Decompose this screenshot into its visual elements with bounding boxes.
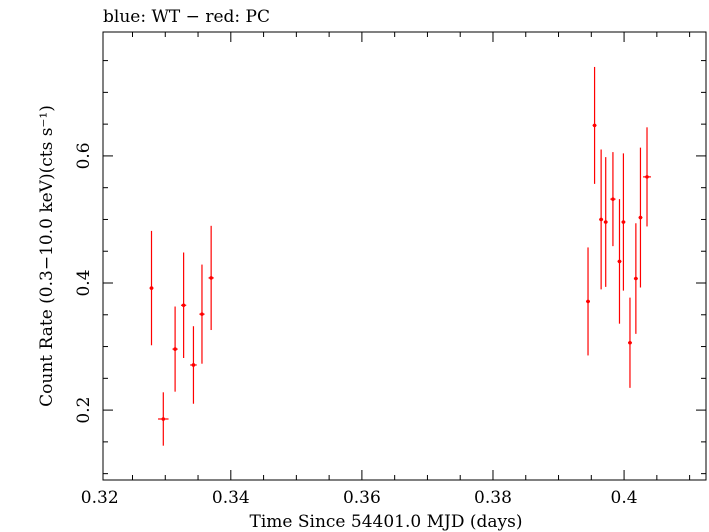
data-point	[208, 225, 214, 331]
point-marker	[586, 299, 590, 304]
plot-frame	[102, 31, 707, 481]
data-point	[592, 66, 597, 184]
point-marker	[200, 312, 204, 316]
data-point	[172, 306, 178, 392]
point-marker	[592, 123, 597, 128]
data-point	[180, 252, 187, 358]
data-point	[149, 230, 154, 346]
data-points	[149, 66, 651, 446]
y-axis: 0.2 0.4 0.6	[74, 60, 706, 475]
x-tick-label: 0.4	[611, 488, 638, 508]
point-marker	[645, 175, 649, 179]
data-point	[633, 223, 638, 334]
x-axis: 0.32 0.34 0.36 0.38 0.4	[81, 32, 691, 508]
point-marker	[628, 340, 632, 345]
data-point	[617, 199, 622, 324]
data-point	[643, 127, 651, 227]
x-tick-label: 0.38	[474, 488, 512, 508]
point-marker	[621, 220, 626, 224]
x-tick-label: 0.34	[212, 488, 250, 508]
y-tick-label: 0.4	[74, 269, 94, 296]
point-marker	[149, 286, 154, 290]
point-marker	[611, 197, 615, 201]
point-marker	[209, 276, 213, 280]
data-point	[610, 152, 616, 247]
data-point	[190, 326, 197, 404]
point-marker	[191, 363, 196, 367]
data-point	[199, 264, 205, 364]
data-point	[638, 147, 643, 288]
data-point	[586, 247, 590, 356]
y-axis-label: Count Rate (0.3−10.0 keV)(cts s⁻¹)	[37, 105, 57, 407]
data-point	[628, 297, 632, 388]
point-marker	[161, 417, 166, 421]
point-marker	[181, 303, 186, 308]
x-tick-label: 0.36	[343, 488, 381, 508]
data-point	[621, 153, 626, 291]
y-tick-label: 0.2	[74, 397, 94, 424]
data-point	[599, 149, 604, 290]
point-marker	[617, 259, 622, 264]
x-tick-label: 0.32	[81, 488, 119, 508]
point-marker	[638, 215, 643, 220]
point-marker	[603, 220, 608, 224]
y-tick-label: 0.6	[74, 142, 94, 169]
point-marker	[599, 217, 603, 222]
point-marker	[634, 276, 638, 281]
data-point	[158, 392, 169, 446]
chart-title: blue: WT − red: PC	[103, 7, 270, 27]
x-axis-label: Time Since 54401.0 MJD (days)	[250, 512, 523, 532]
data-point	[603, 157, 608, 287]
point-marker	[173, 347, 177, 351]
